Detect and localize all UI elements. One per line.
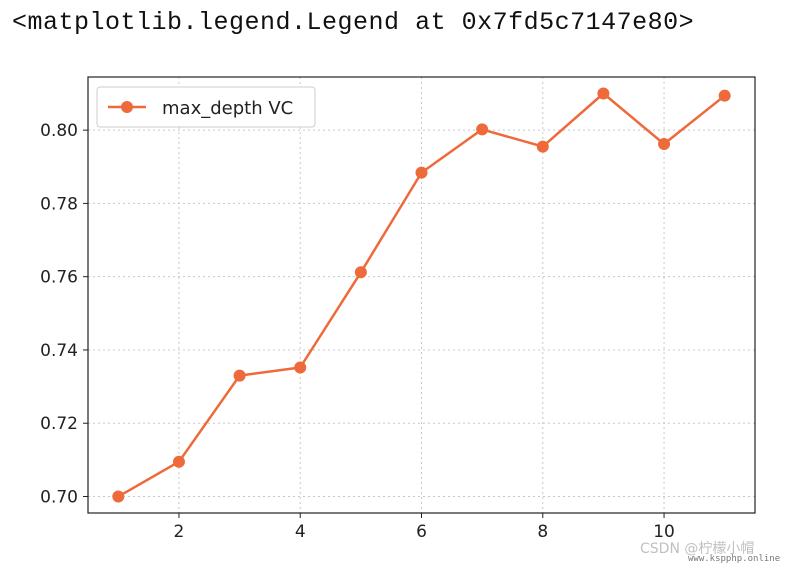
legend-box xyxy=(96,86,316,128)
data-point xyxy=(597,87,610,100)
y-tick-label: 0.76 xyxy=(40,268,78,288)
x-tick-label: 10 xyxy=(653,522,675,542)
y-tick-label: 0.78 xyxy=(40,194,78,214)
legend-marker-icon xyxy=(121,101,133,113)
site-watermark: www.kspphp.online xyxy=(688,554,781,564)
legend: max_depth VC xyxy=(96,86,316,128)
y-tick-label: 0.72 xyxy=(40,414,78,434)
y-tick-label: 0.70 xyxy=(40,488,78,508)
data-point xyxy=(112,490,125,503)
legend-label: max_depth VC xyxy=(162,98,293,119)
output-repr-text: <matplotlib.legend.Legend at 0x7fd5c7147… xyxy=(12,8,695,37)
data-point xyxy=(294,361,307,374)
y-tick-label: 0.74 xyxy=(40,341,78,361)
data-point xyxy=(536,140,549,153)
watermark: CSDN @柠檬小帽 xyxy=(640,541,755,557)
data-point xyxy=(354,266,367,279)
data-point xyxy=(658,138,671,151)
x-tick-label: 8 xyxy=(537,522,548,542)
x-tick-label: 4 xyxy=(295,522,306,542)
data-point xyxy=(172,455,185,468)
grid xyxy=(88,77,755,513)
data-point xyxy=(233,369,246,382)
x-tick-label: 2 xyxy=(174,522,185,542)
data-point xyxy=(476,123,489,136)
y-tick-label: 0.80 xyxy=(40,121,78,141)
x-tick-label: 6 xyxy=(416,522,427,542)
tick-labels: 2 4 6 8 10 0.70 0.72 0.74 0.76 0.78 0.80 xyxy=(40,121,675,542)
data-point xyxy=(415,166,428,179)
series-max-depth-vc xyxy=(112,87,731,503)
data-point xyxy=(718,89,731,102)
